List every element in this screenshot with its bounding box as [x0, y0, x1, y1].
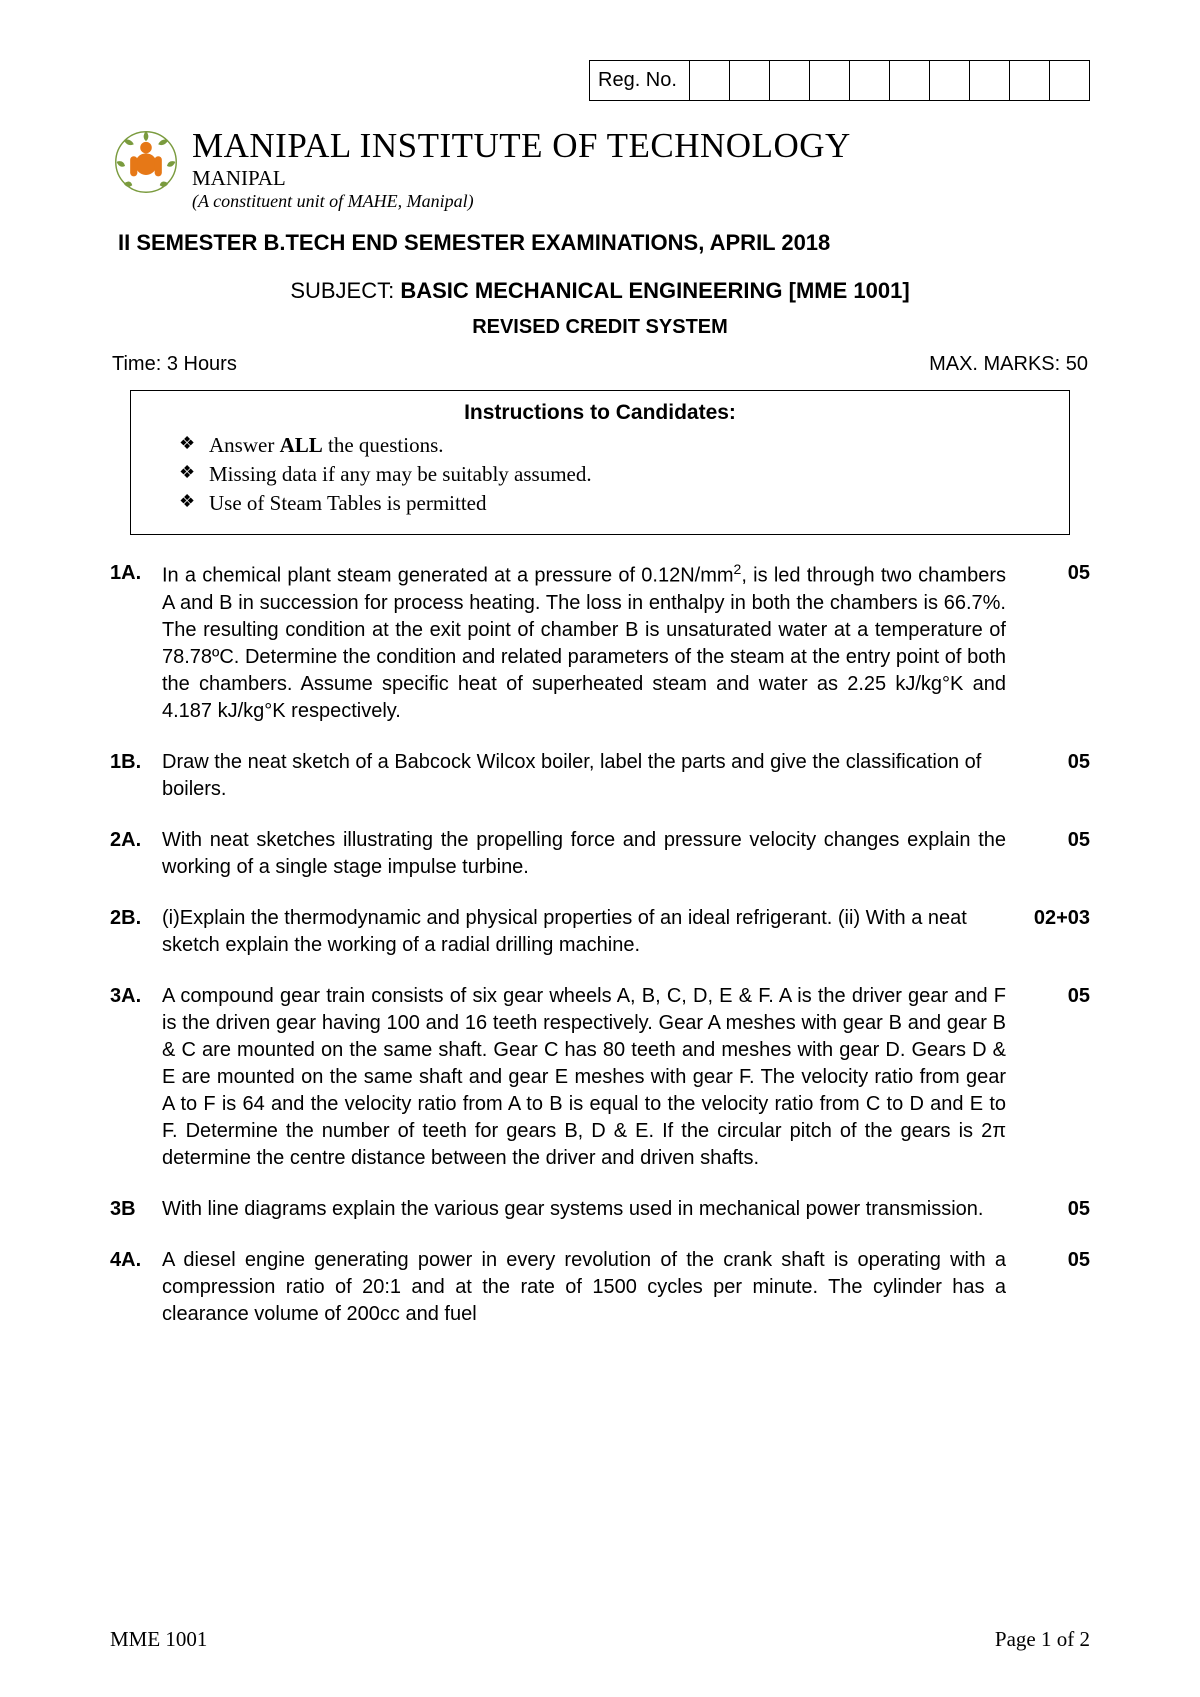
question-number: 3B — [110, 1196, 162, 1223]
question-marks: 02+03 — [1024, 905, 1090, 959]
exam-title: II SEMESTER B.TECH END SEMESTER EXAMINAT… — [118, 230, 1090, 256]
reg-no-cell[interactable] — [850, 61, 890, 101]
footer-page-number: Page 1 of 2 — [995, 1627, 1090, 1652]
question-marks: 05 — [1024, 827, 1090, 881]
question-marks: 05 — [1024, 983, 1090, 1172]
max-marks-label: MAX. MARKS: 50 — [929, 353, 1088, 376]
instructions-box: Instructions to Candidates: Answer ALL t… — [130, 390, 1070, 535]
question-text: In a chemical plant steam generated at a… — [162, 560, 1024, 725]
question-text: With line diagrams explain the various g… — [162, 1196, 1024, 1223]
reg-no-cell[interactable] — [770, 61, 810, 101]
time-label: Time: 3 Hours — [112, 353, 237, 376]
reg-no-cell[interactable] — [970, 61, 1010, 101]
time-marks-row: Time: 3 Hours MAX. MARKS: 50 — [110, 353, 1090, 376]
question-text: Draw the neat sketch of a Babcock Wilcox… — [162, 749, 1024, 803]
header-row: MANIPAL INSTITUTE OF TECHNOLOGY MANIPAL … — [110, 126, 1090, 212]
institute-name: MANIPAL INSTITUTE OF TECHNOLOGY — [192, 126, 1090, 166]
questions-container: 1A. In a chemical plant steam generated … — [110, 560, 1090, 1328]
question-marks: 05 — [1024, 1196, 1090, 1223]
subject-line: SUBJECT: BASIC MECHANICAL ENGINEERING [M… — [110, 278, 1090, 304]
question-row: 3B With line diagrams explain the variou… — [110, 1196, 1090, 1223]
instruction-item: Missing data if any may be suitably assu… — [209, 462, 1049, 487]
question-row: 1A. In a chemical plant steam generated … — [110, 560, 1090, 725]
question-marks: 05 — [1024, 1247, 1090, 1328]
institute-subtitle: (A constituent unit of MAHE, Manipal) — [192, 191, 1090, 212]
reg-no-cell[interactable] — [690, 61, 730, 101]
subject-prefix: SUBJECT: — [290, 278, 400, 303]
subject-name: BASIC MECHANICAL ENGINEERING [MME 1001] — [400, 278, 909, 303]
question-text: With neat sketches illustrating the prop… — [162, 827, 1024, 881]
question-row: 2B. (i)Explain the thermodynamic and phy… — [110, 905, 1090, 959]
instructions-list: Answer ALL the questions. Missing data i… — [151, 433, 1049, 516]
reg-no-cell[interactable] — [1010, 61, 1050, 101]
question-row: 3A. A compound gear train consists of si… — [110, 983, 1090, 1172]
reg-no-cell[interactable] — [810, 61, 850, 101]
question-number: 2A. — [110, 827, 162, 881]
institute-info: MANIPAL INSTITUTE OF TECHNOLOGY MANIPAL … — [192, 126, 1090, 212]
question-number: 2B. — [110, 905, 162, 959]
question-text: A diesel engine generating power in ever… — [162, 1247, 1024, 1328]
question-text: A compound gear train consists of six ge… — [162, 983, 1024, 1172]
question-number: 1B. — [110, 749, 162, 803]
question-number: 3A. — [110, 983, 162, 1172]
instructions-title: Instructions to Candidates: — [151, 401, 1049, 425]
instruction-item: Answer ALL the questions. — [209, 433, 1049, 458]
reg-no-container: Reg. No. — [110, 60, 1090, 101]
question-marks: 05 — [1024, 749, 1090, 803]
question-row: 2A. With neat sketches illustrating the … — [110, 827, 1090, 881]
question-number: 1A. — [110, 560, 162, 725]
reg-no-table: Reg. No. — [589, 60, 1090, 101]
question-text: (i)Explain the thermodynamic and physica… — [162, 905, 1024, 959]
reg-no-cell[interactable] — [930, 61, 970, 101]
reg-no-label: Reg. No. — [590, 61, 690, 101]
question-row: 1B. Draw the neat sketch of a Babcock Wi… — [110, 749, 1090, 803]
reg-no-cell[interactable] — [890, 61, 930, 101]
reg-no-cell[interactable] — [730, 61, 770, 101]
institute-logo-icon — [110, 126, 182, 198]
instruction-item: Use of Steam Tables is permitted — [209, 491, 1049, 516]
institute-location: MANIPAL — [192, 166, 1090, 191]
question-row: 4A. A diesel engine generating power in … — [110, 1247, 1090, 1328]
question-number: 4A. — [110, 1247, 162, 1328]
reg-no-cell[interactable] — [1050, 61, 1090, 101]
footer-course-code: MME 1001 — [110, 1627, 207, 1652]
question-marks: 05 — [1024, 560, 1090, 725]
page-footer: MME 1001 Page 1 of 2 — [110, 1627, 1090, 1652]
credit-system: REVISED CREDIT SYSTEM — [110, 316, 1090, 339]
